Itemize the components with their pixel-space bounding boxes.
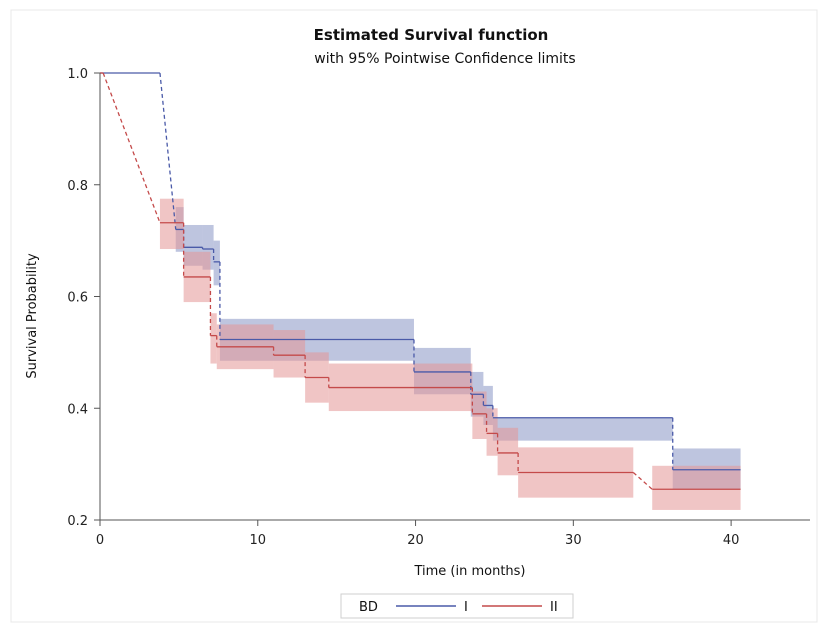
chart-subtitle: with 95% Pointwise Confidence limits	[314, 51, 575, 67]
confidence-band-ii-5	[273, 330, 306, 378]
chart-title: Estimated Survival function	[314, 26, 549, 44]
confidence-band-i-4	[213, 240, 220, 286]
legend: BD I II	[340, 593, 574, 619]
y-tick-label-3: 0.8	[67, 179, 88, 194]
survival-connector-ii-0	[102, 72, 161, 223]
x-tick-label-3: 30	[565, 533, 582, 548]
confidence-band-ii-12	[652, 465, 741, 510]
confidence-band-i-3	[202, 224, 214, 270]
legend-title: BD	[359, 600, 378, 615]
y-tick-label-4: 1.0	[67, 67, 88, 82]
x-tick-label-1: 10	[250, 533, 267, 548]
y-axis-label: Survival Probability	[25, 253, 40, 379]
x-tick-label-0: 0	[96, 533, 104, 548]
y-tick-label-0: 0.2	[67, 514, 88, 529]
x-tick-label-2: 20	[407, 533, 424, 548]
survival-connector-i-0	[159, 72, 177, 230]
confidence-band-ii-9	[486, 408, 498, 456]
plot-area	[100, 72, 741, 510]
x-tick-label-4: 40	[723, 533, 740, 548]
y-tick-label-1: 0.4	[67, 402, 88, 417]
confidence-band-i-9	[492, 417, 673, 441]
legend-label-series-i: I	[464, 600, 468, 615]
confidence-band-ii-8	[472, 391, 487, 439]
confidence-band-ii-10	[497, 427, 519, 476]
survival-connector-ii-11	[632, 472, 653, 490]
chart-frame	[10, 9, 818, 623]
legend-label-series-ii: II	[550, 600, 558, 615]
y-tick-label-2: 0.6	[67, 291, 88, 306]
x-axis-label: Time (in months)	[413, 564, 525, 579]
axes: 0.2 0.4 0.6 0.8 1.0 0 10 20 30 40	[67, 67, 810, 548]
confidence-band-ii-1	[159, 198, 184, 250]
confidence-band-ii-3	[210, 313, 217, 364]
